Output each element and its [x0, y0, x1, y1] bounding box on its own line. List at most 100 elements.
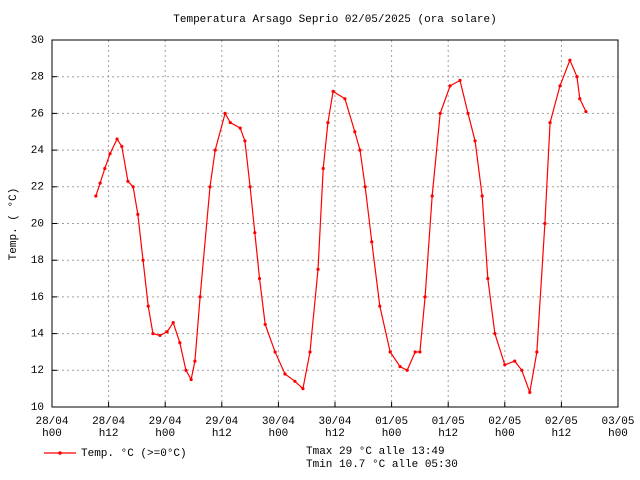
x-tick-label: 29/04 h00: [148, 416, 182, 440]
data-point: [146, 304, 150, 308]
data-point: [108, 152, 112, 156]
data-point: [228, 120, 232, 125]
data-point: [458, 78, 462, 82]
data-point: [189, 377, 193, 382]
data-point: [466, 111, 470, 115]
data-point: [103, 166, 107, 171]
legend-label: Temp. °C (>=0°C): [81, 448, 187, 460]
data-point: [293, 379, 297, 383]
data-point: [273, 350, 277, 354]
data-point: [238, 126, 242, 130]
data-point: [213, 148, 217, 152]
data-point: [423, 295, 427, 299]
data-point: [257, 276, 262, 281]
data-point: [486, 276, 490, 281]
y-tick-label: 16: [31, 292, 44, 304]
data-point: [535, 350, 539, 354]
data-point: [165, 330, 169, 334]
y-tick-label: 10: [31, 402, 44, 414]
data-point: [575, 75, 579, 79]
x-tick-label: 29/04 h12: [205, 416, 239, 440]
data-point: [568, 58, 572, 62]
data-point: [321, 166, 325, 171]
legend-marker: [58, 451, 62, 455]
data-point: [126, 179, 130, 183]
data-point: [363, 185, 367, 189]
data-point: [316, 267, 320, 271]
data-point: [370, 240, 374, 244]
data-point: [94, 194, 98, 198]
x-tick-label: 02/05 h12: [544, 416, 578, 440]
data-point: [171, 320, 175, 325]
data-point: [398, 365, 402, 369]
data-point: [558, 84, 562, 88]
annotation: Tmax 29 °C alle 13:49: [306, 446, 445, 458]
data-point: [178, 341, 182, 345]
data-point: [331, 89, 335, 93]
data-point: [283, 372, 287, 376]
data-point: [208, 185, 212, 189]
x-tick-label: 28/04 h00: [35, 416, 69, 440]
data-point: [513, 359, 517, 363]
data-point: [193, 359, 197, 363]
data-point: [480, 194, 484, 198]
data-point: [503, 363, 507, 367]
data-point: [248, 185, 252, 189]
annotation: Tmin 10.7 °C alle 05:30: [306, 459, 458, 471]
x-tick-label: 28/04 h12: [92, 416, 126, 440]
data-point: [223, 111, 227, 115]
data-point: [141, 258, 145, 262]
x-tick-label: 30/04 h12: [318, 416, 352, 440]
plot-frame: [51, 39, 619, 408]
data-point: [151, 332, 155, 336]
data-point: [308, 350, 312, 354]
y-tick-label: 22: [31, 182, 44, 194]
y-tick-label: 14: [31, 329, 45, 341]
y-tick-label: 26: [31, 108, 44, 120]
data-point: [326, 120, 330, 125]
data-point: [493, 332, 497, 336]
data-point: [115, 137, 119, 141]
data-point: [120, 144, 124, 149]
data-point: [438, 111, 442, 115]
y-tick-label: 28: [31, 72, 44, 84]
y-tick-label: 12: [31, 365, 44, 377]
y-tick-label: 18: [31, 255, 44, 267]
data-point: [343, 97, 347, 101]
data-point: [98, 181, 102, 185]
data-point: [358, 148, 362, 152]
data-point: [301, 387, 305, 391]
data-point: [548, 120, 552, 125]
data-point: [198, 295, 202, 299]
x-tick-label: 03/05 h00: [601, 416, 635, 440]
x-tick-label: 30/04 h00: [261, 416, 295, 440]
data-point: [378, 304, 382, 308]
data-point: [253, 231, 257, 235]
data-point: [584, 109, 588, 114]
data-point: [543, 221, 547, 226]
data-point: [243, 139, 247, 143]
data-point: [578, 97, 582, 101]
data-point: [158, 333, 162, 338]
chart-title: Temperatura Arsago Seprio 02/05/2025 (or…: [173, 14, 496, 26]
y-tick-label: 24: [31, 145, 45, 157]
data-point: [418, 350, 422, 354]
y-tick-label: 20: [31, 218, 44, 230]
data-point: [528, 390, 532, 394]
x-tick-label: 01/05 h00: [375, 416, 409, 440]
data-point: [388, 350, 392, 354]
data-point: [473, 139, 477, 143]
data-point: [520, 368, 524, 372]
y-tick-label: 30: [31, 35, 44, 47]
data-point: [405, 368, 409, 372]
data-point: [136, 212, 140, 216]
data-point: [263, 322, 267, 327]
data-point: [131, 185, 135, 189]
data-point: [448, 84, 452, 88]
data-point: [184, 368, 188, 372]
y-axis-label: Temp. ( °C): [8, 188, 20, 261]
data-point: [430, 194, 434, 198]
x-tick-label: 01/05 h12: [431, 416, 465, 440]
data-point: [353, 130, 357, 134]
